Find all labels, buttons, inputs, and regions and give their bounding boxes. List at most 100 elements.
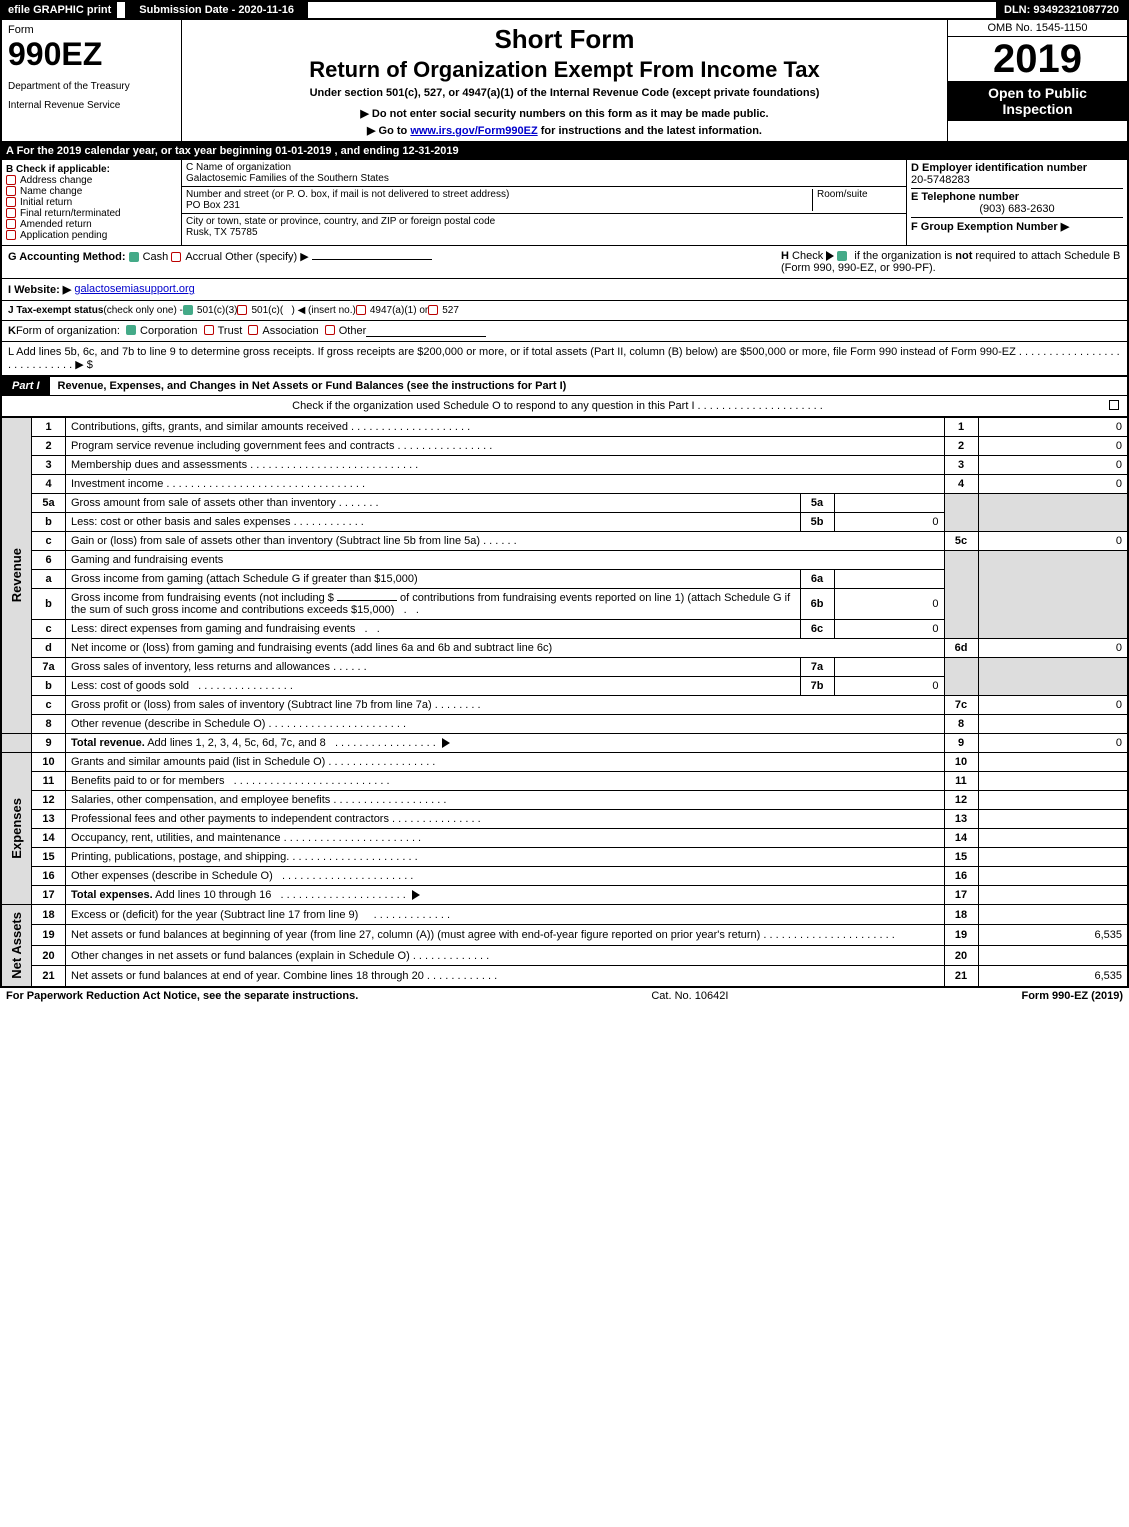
checkbox-4947[interactable]: [356, 305, 366, 315]
line-7a-text: Gross sales of inventory, less returns a…: [66, 658, 801, 677]
checkbox-527[interactable]: [428, 305, 438, 315]
checkbox-trust[interactable]: [204, 325, 214, 335]
checkbox-association[interactable]: [248, 325, 258, 335]
row-g-h: G Accounting Method: Cash Accrual Other …: [0, 246, 1129, 279]
ein-label: D Employer identification number: [911, 162, 1123, 174]
checkbox-initial-return[interactable]: [6, 197, 16, 207]
line-13-val: [978, 810, 1128, 829]
line-20-text: Other changes in net assets or fund bala…: [66, 945, 945, 965]
line-16-val: [978, 867, 1128, 886]
efile-print-link[interactable]: efile GRAPHIC print: [2, 2, 117, 18]
form-header: Form 990EZ Department of the Treasury In…: [0, 20, 1129, 143]
line-21-ref: 21: [944, 966, 978, 986]
row-k: K Form of organization: Corporation Trus…: [0, 321, 1129, 342]
line-19-val: 6,535: [978, 925, 1128, 945]
checkbox-corporation[interactable]: [126, 325, 136, 335]
line-17-text: Total expenses. Add lines 10 through 16 …: [66, 886, 945, 905]
checkbox-cash[interactable]: [129, 252, 139, 262]
line-16-text: Other expenses (describe in Schedule O) …: [66, 867, 945, 886]
line-6a-val: [834, 570, 944, 589]
line-7c-val: 0: [978, 696, 1128, 715]
c-name-label: C Name of organization: [186, 162, 902, 173]
line-21-num: 21: [32, 966, 66, 986]
line-7a-num: 7a: [32, 658, 66, 677]
line-14-val: [978, 829, 1128, 848]
line-1-ref: 1: [944, 418, 978, 437]
line-17-num: 17: [32, 886, 66, 905]
line-8-val: [978, 715, 1128, 734]
line-12-val: [978, 791, 1128, 810]
line-6b-text: Gross income from fundraising events (no…: [66, 589, 801, 620]
line-6b-num: b: [32, 589, 66, 620]
line-7b-num: b: [32, 677, 66, 696]
g-label: G Accounting Method:: [8, 251, 126, 263]
phone-value: (903) 683-2630: [911, 203, 1123, 215]
checkbox-501c3[interactable]: [183, 305, 193, 315]
checkbox-501c[interactable]: [237, 305, 247, 315]
line-20-val: [978, 945, 1128, 965]
line-9-ref: 9: [944, 734, 978, 753]
row-j: J Tax-exempt status (check only one) - 5…: [0, 301, 1129, 321]
line-6d-text: Net income or (loss) from gaming and fun…: [66, 639, 945, 658]
short-form-title: Short Form: [190, 24, 939, 55]
triangle-icon: [826, 251, 834, 261]
line-17-val: [978, 886, 1128, 905]
omb-number: OMB No. 1545-1150: [948, 20, 1127, 37]
checkbox-part1-schedo[interactable]: [1109, 400, 1119, 410]
checkbox-other-org[interactable]: [325, 325, 335, 335]
checkbox-address-change[interactable]: [6, 175, 16, 185]
top-bar: efile GRAPHIC print Submission Date - 20…: [0, 0, 1129, 20]
line-13-num: 13: [32, 810, 66, 829]
line-7b-val: 0: [834, 677, 944, 696]
checkbox-h[interactable]: [837, 251, 847, 261]
irs-link[interactable]: www.irs.gov/Form990EZ: [410, 125, 537, 137]
info-grid: B Check if applicable: Address change Na…: [0, 160, 1129, 246]
line-5a-text: Gross amount from sale of assets other t…: [66, 494, 801, 513]
period-text: A For the 2019 calendar year, or tax yea…: [6, 145, 459, 157]
line-6a-ref: 6a: [800, 570, 834, 589]
line-10-num: 10: [32, 753, 66, 772]
line-14-text: Occupancy, rent, utilities, and maintena…: [66, 829, 945, 848]
checkbox-accrual[interactable]: [171, 252, 181, 262]
form-table: Revenue 1 Contributions, gifts, grants, …: [0, 417, 1129, 987]
line-8-ref: 8: [944, 715, 978, 734]
checkbox-name-change[interactable]: [6, 186, 16, 196]
line-6c-ref: 6c: [800, 620, 834, 639]
tax-year: 2019: [948, 37, 1127, 81]
line-15-ref: 15: [944, 848, 978, 867]
g-cash: Cash: [143, 251, 169, 263]
line-18-ref: 18: [944, 905, 978, 925]
line-18-val: [978, 905, 1128, 925]
line-2-num: 2: [32, 437, 66, 456]
city-label: City or town, state or province, country…: [186, 216, 902, 227]
line-8-num: 8: [32, 715, 66, 734]
checkbox-application-pending[interactable]: [6, 230, 16, 240]
opt-amended-return: Amended return: [20, 219, 92, 230]
address-label: Number and street (or P. O. box, if mail…: [186, 189, 812, 200]
form-label: Form: [8, 24, 175, 36]
box-b: B Check if applicable: Address change Na…: [2, 160, 182, 245]
line-6d-ref: 6d: [944, 639, 978, 658]
line-13-ref: 13: [944, 810, 978, 829]
checkbox-final-return[interactable]: [6, 208, 16, 218]
line-8-text: Other revenue (describe in Schedule O) .…: [66, 715, 945, 734]
triangle-icon: [442, 738, 450, 748]
box-d: D Employer identification number 20-5748…: [907, 160, 1127, 245]
room-suite-label: Room/suite: [812, 189, 902, 211]
line-6c-num: c: [32, 620, 66, 639]
line-6a-num: a: [32, 570, 66, 589]
g-other: Other (specify) ▶: [225, 251, 309, 263]
org-name: Galactosemic Families of the Southern St…: [186, 173, 902, 184]
line-6c-val: 0: [834, 620, 944, 639]
line-4-num: 4: [32, 475, 66, 494]
line-2-ref: 2: [944, 437, 978, 456]
opt-application-pending: Application pending: [20, 230, 107, 241]
line-5c-text: Gain or (loss) from sale of assets other…: [66, 532, 945, 551]
website-link[interactable]: galactosemiasupport.org: [74, 283, 194, 296]
line-10-val: [978, 753, 1128, 772]
line-11-num: 11: [32, 772, 66, 791]
line-3-text: Membership dues and assessments . . . . …: [66, 456, 945, 475]
box-c: C Name of organization Galactosemic Fami…: [182, 160, 907, 245]
line-7c-num: c: [32, 696, 66, 715]
checkbox-amended-return[interactable]: [6, 219, 16, 229]
